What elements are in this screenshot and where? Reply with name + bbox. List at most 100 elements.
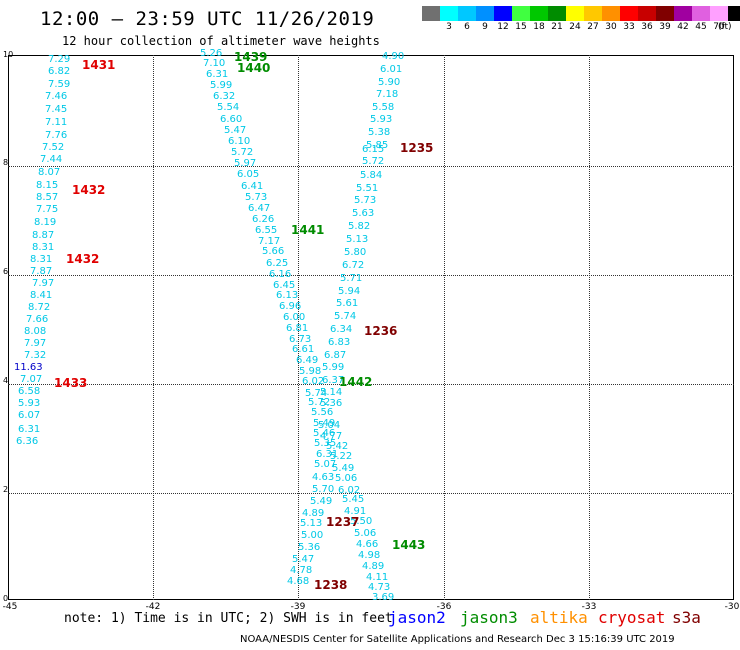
swh-reading: 5.84 bbox=[360, 170, 383, 181]
color-legend bbox=[422, 6, 740, 21]
legend-swatch bbox=[422, 6, 440, 21]
swh-reading: 4.63 bbox=[312, 472, 335, 483]
swh-reading: 4.68 bbox=[287, 576, 310, 587]
swh-reading: 5.00 bbox=[301, 530, 324, 541]
swh-reading: 4.89 bbox=[362, 561, 385, 572]
swh-reading: 6.10 bbox=[228, 136, 251, 147]
legend-tick-label: 42 bbox=[677, 22, 689, 32]
legend-swatch bbox=[728, 6, 740, 21]
y-tick-label: 2 bbox=[3, 485, 9, 494]
swh-reading: 7.46 bbox=[45, 91, 68, 102]
swh-reading: 5.94 bbox=[338, 286, 361, 297]
swh-reading: 5.66 bbox=[262, 246, 285, 257]
swh-reading: 7.66 bbox=[26, 314, 49, 325]
pass-time-label: 1440 bbox=[237, 61, 271, 75]
legend-tick-label: 70 bbox=[713, 22, 725, 32]
satellite-cryosat: cryosat bbox=[598, 608, 666, 627]
gridline-lon bbox=[298, 55, 299, 600]
swh-reading: 7.07 bbox=[20, 374, 43, 385]
swh-reading: 6.83 bbox=[328, 337, 351, 348]
swh-reading: 5.73 bbox=[245, 192, 268, 203]
footer-note: note: 1) Time is in UTC; 2) SWH is in fe… bbox=[64, 611, 393, 626]
legend-tick-label: 33 bbox=[623, 22, 635, 32]
footer-credit: NOAA/NESDIS Center for Satellite Applica… bbox=[240, 634, 675, 645]
swh-reading: 6.36 bbox=[16, 436, 39, 447]
swh-reading: 5.63 bbox=[352, 208, 375, 219]
pass-time-label: 1432 bbox=[72, 183, 106, 197]
swh-reading: 5.72 bbox=[231, 147, 254, 158]
x-tick-label: -42 bbox=[145, 602, 161, 612]
swh-reading: 6.61 bbox=[292, 344, 315, 355]
legend-tick-label: 15 bbox=[515, 22, 527, 32]
swh-reading: 8.15 bbox=[36, 180, 59, 191]
swh-reading: 6.31 bbox=[206, 69, 229, 80]
swh-reading: 5.49 bbox=[313, 418, 336, 429]
legend-tick-label: 12 bbox=[497, 22, 509, 32]
swh-reading: 6.02 bbox=[338, 485, 361, 496]
swh-reading: 7.44 bbox=[40, 154, 63, 165]
y-tick-label: 4 bbox=[3, 376, 9, 385]
swh-reading: 5.54 bbox=[217, 102, 240, 113]
pass-time-label: 1431 bbox=[82, 58, 116, 72]
legend-tick-label: 45 bbox=[695, 22, 707, 32]
pass-time-label: 1432 bbox=[66, 252, 100, 266]
x-tick-label: -30 bbox=[724, 602, 740, 612]
satellite-jason3: jason3 bbox=[460, 608, 518, 627]
swh-reading: 8.31 bbox=[32, 242, 55, 253]
legend-tick-label: 6 bbox=[464, 22, 470, 32]
satellite-jason2: jason2 bbox=[388, 608, 446, 627]
legend-swatch bbox=[512, 6, 530, 21]
satellite-s3a: s3a bbox=[672, 608, 701, 627]
legend-tick-label: 3 bbox=[446, 22, 452, 32]
swh-reading: 6.26 bbox=[252, 214, 275, 225]
legend-tick-label: 18 bbox=[533, 22, 545, 32]
swh-reading: 7.18 bbox=[376, 89, 399, 100]
gridline-lat bbox=[8, 493, 734, 494]
swh-reading: 6.05 bbox=[237, 169, 260, 180]
swh-reading: 5.49 bbox=[332, 463, 355, 474]
swh-reading: 5.97 bbox=[234, 158, 257, 169]
swh-reading: 4.91 bbox=[344, 506, 367, 517]
legend-swatch bbox=[440, 6, 458, 21]
swh-reading: 5.07 bbox=[314, 459, 337, 470]
y-tick-label: 8 bbox=[3, 158, 9, 167]
swh-reading: 8.87 bbox=[32, 230, 55, 241]
swh-reading: 7.52 bbox=[42, 142, 65, 153]
legend-unit: (ft) bbox=[718, 22, 732, 32]
x-tick-label: -39 bbox=[290, 602, 306, 612]
swh-reading: 4.98 bbox=[358, 550, 381, 561]
swh-reading: 6.60 bbox=[220, 114, 243, 125]
swh-reading: 4.90 bbox=[382, 51, 405, 62]
swh-reading: 6.96 bbox=[279, 301, 302, 312]
swh-reading: 7.59 bbox=[48, 79, 71, 90]
swh-reading: 4.66 bbox=[356, 539, 379, 550]
legend-swatch bbox=[548, 6, 566, 21]
swh-reading: 5.22 bbox=[330, 451, 353, 462]
swh-reading: 6.02 bbox=[302, 376, 325, 387]
swh-reading: 7.75 bbox=[36, 204, 59, 215]
legend-swatch bbox=[458, 6, 476, 21]
swh-reading: 8.72 bbox=[28, 302, 51, 313]
pass-time-label: 1235 bbox=[400, 141, 434, 155]
swh-reading: 6.31 bbox=[316, 449, 339, 460]
swh-reading: 6.07 bbox=[18, 410, 41, 421]
swh-reading: 6.55 bbox=[255, 225, 278, 236]
legend-swatch bbox=[584, 6, 602, 21]
swh-reading: 6.25 bbox=[266, 258, 289, 269]
swh-reading: 6.82 bbox=[48, 66, 71, 77]
swh-reading: 6.45 bbox=[273, 280, 296, 291]
swh-reading: 8.31 bbox=[30, 254, 53, 265]
page-title: 12:00 – 23:59 UTC 11/26/2019 bbox=[40, 8, 375, 30]
legend-tick-label: 21 bbox=[551, 22, 563, 32]
swh-reading: 8.57 bbox=[36, 192, 59, 203]
swh-reading: 7.10 bbox=[203, 58, 226, 69]
swh-reading: 4.78 bbox=[290, 565, 313, 576]
swh-reading: 5.74 bbox=[334, 311, 357, 322]
pass-time-label: 1443 bbox=[392, 538, 426, 552]
swh-reading: 5.38 bbox=[368, 127, 391, 138]
x-tick-label: -33 bbox=[581, 602, 597, 612]
pass-time-label: 1238 bbox=[314, 578, 348, 592]
swh-reading: 8.08 bbox=[24, 326, 47, 337]
gridline-lat bbox=[8, 384, 734, 385]
